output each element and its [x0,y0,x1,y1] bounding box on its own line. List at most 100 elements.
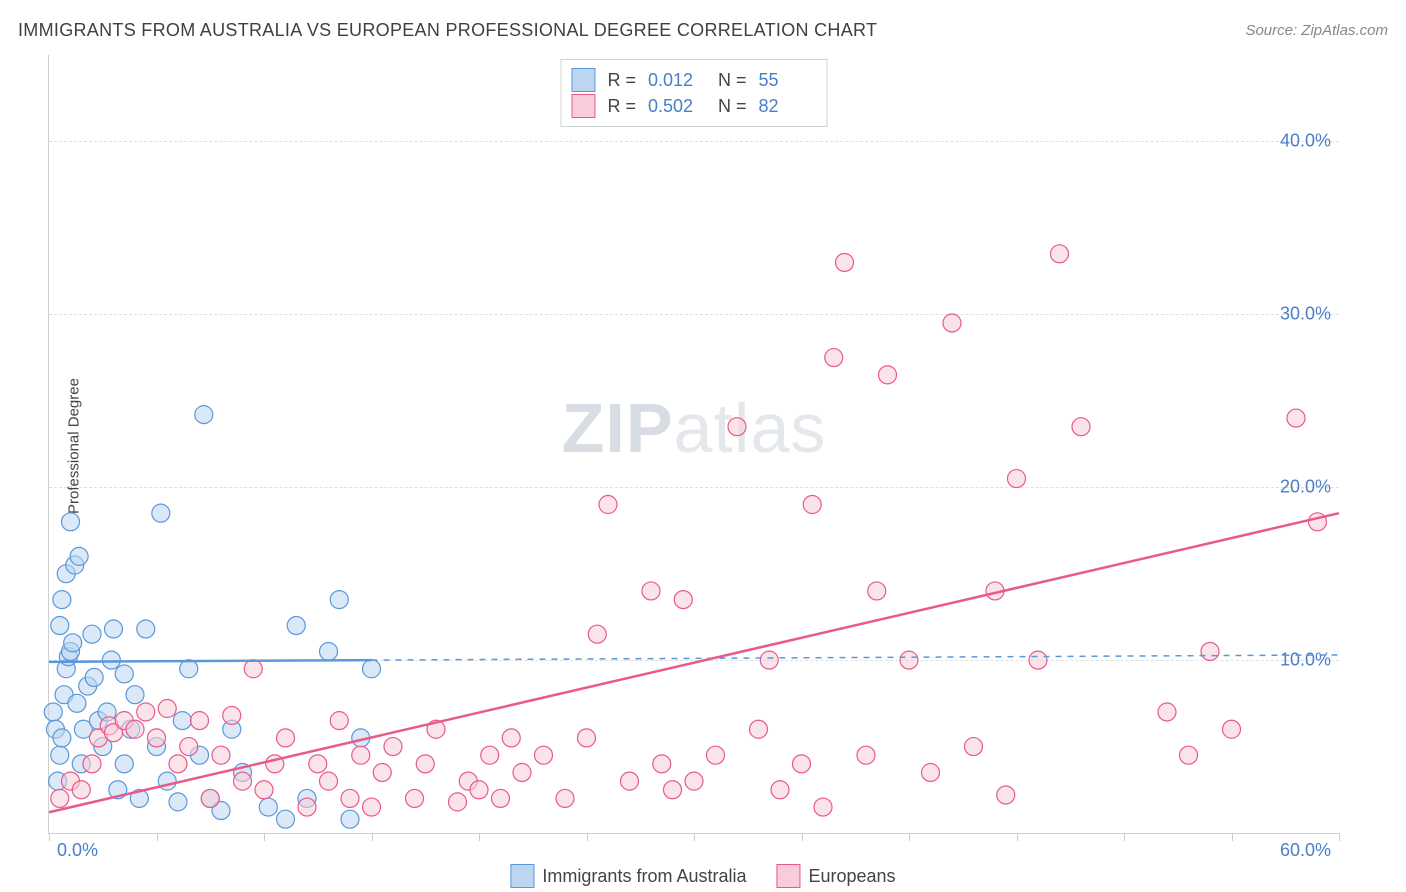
data-point [44,703,62,721]
data-point [406,789,424,807]
data-point [277,729,295,747]
plot-area: ZIPatlas 10.0%20.0%30.0%40.0% R = 0.012 … [48,55,1339,834]
data-point [728,418,746,436]
data-point [1008,470,1026,488]
data-point [642,582,660,600]
data-point [363,660,381,678]
data-point [922,763,940,781]
data-point [191,712,209,730]
data-point [384,738,402,756]
data-point [180,660,198,678]
data-point [244,660,262,678]
data-point [320,772,338,790]
trend-line [49,513,1339,812]
data-point [341,810,359,828]
data-point [1051,245,1069,263]
data-point [556,789,574,807]
data-point [836,253,854,271]
data-point [470,781,488,799]
trend-line-dashed [372,655,1340,660]
data-point [449,793,467,811]
data-point [62,513,80,531]
data-point [255,781,273,799]
x-tick [587,833,588,841]
x-tick [49,833,50,841]
legend-swatch-0 [571,68,595,92]
legend-r-label: R = [607,96,636,117]
data-point [1223,720,1241,738]
x-tick [157,833,158,841]
data-point [53,591,71,609]
legend-r-label: R = [607,70,636,91]
data-point [115,665,133,683]
x-tick [479,833,480,841]
data-point [309,755,327,773]
data-point [105,620,123,638]
data-point [363,798,381,816]
x-tick [1339,833,1340,841]
data-point [83,755,101,773]
data-point [51,789,69,807]
data-point [201,789,219,807]
data-point [803,496,821,514]
chart-title: IMMIGRANTS FROM AUSTRALIA VS EUROPEAN PR… [18,20,877,41]
data-point [169,755,187,773]
data-point [707,746,725,764]
data-point [85,668,103,686]
data-point [223,706,241,724]
data-point [481,746,499,764]
data-point [502,729,520,747]
stat-row-series-0: R = 0.012 N = 55 [571,68,816,92]
data-point [900,651,918,669]
data-point [685,772,703,790]
data-point [287,617,305,635]
data-point [1029,651,1047,669]
x-tick [372,833,373,841]
bottom-legend-item-0: Immigrants from Australia [510,864,746,888]
data-point [68,694,86,712]
data-point [793,755,811,773]
data-point [341,789,359,807]
legend-swatch-1 [571,94,595,118]
legend-series-name-1: Europeans [808,866,895,887]
data-point [825,349,843,367]
data-point [599,496,617,514]
stat-legend: R = 0.012 N = 55 R = 0.502 N = 82 [560,59,827,127]
x-tick [1017,833,1018,841]
data-point [416,755,434,773]
data-point [277,810,295,828]
data-point [102,651,120,669]
data-point [535,746,553,764]
data-point [126,686,144,704]
data-point [373,763,391,781]
data-point [621,772,639,790]
data-point [760,651,778,669]
data-point [1201,642,1219,660]
scatter-svg [49,55,1339,833]
data-point [588,625,606,643]
legend-swatch-icon [510,864,534,888]
data-point [234,772,252,790]
data-point [70,547,88,565]
x-tick [802,833,803,841]
data-point [578,729,596,747]
bottom-legend-item-1: Europeans [776,864,895,888]
data-point [868,582,886,600]
data-point [664,781,682,799]
x-tick [264,833,265,841]
data-point [180,738,198,756]
data-point [330,712,348,730]
data-point [148,729,166,747]
x-tick [1124,833,1125,841]
data-point [51,617,69,635]
legend-n-value-0: 55 [759,70,817,91]
legend-n-value-1: 82 [759,96,817,117]
data-point [320,642,338,660]
data-point [814,798,832,816]
data-point [1158,703,1176,721]
data-point [152,504,170,522]
x-max-label: 60.0% [1280,840,1331,861]
x-tick [694,833,695,841]
stat-row-series-1: R = 0.502 N = 82 [571,94,816,118]
data-point [137,703,155,721]
